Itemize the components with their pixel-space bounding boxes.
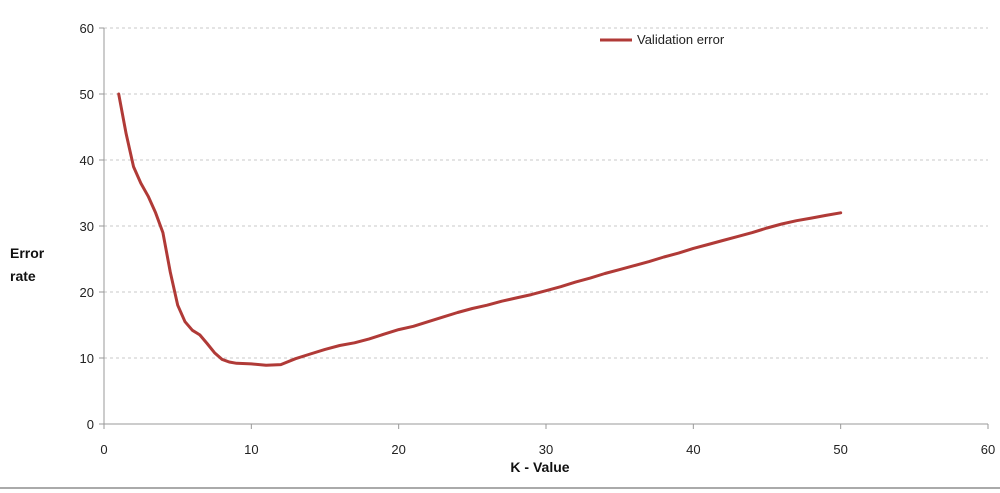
x-tick-label-0: 0	[100, 442, 107, 457]
y-axis-title-line-1: Error	[10, 245, 45, 261]
y-tick-label-20: 20	[80, 285, 94, 300]
x-axis-ticks: 0 10 20 30 40 50 60	[100, 424, 995, 457]
gridlines	[104, 27, 988, 359]
x-tick-label-10: 10	[244, 442, 258, 457]
x-tick-label-40: 40	[686, 442, 700, 457]
y-axis-title-line-2: rate	[10, 268, 36, 284]
series-layer	[117, 92, 843, 367]
x-tick-label-20: 20	[391, 442, 405, 457]
legend: Validation error	[600, 32, 725, 47]
x-axis-title: K - Value	[510, 459, 569, 475]
y-tick-label-10: 10	[80, 351, 94, 366]
y-tick-label-0: 0	[87, 417, 94, 432]
legend-label-validation-error: Validation error	[637, 32, 725, 47]
x-tick-label-60: 60	[981, 442, 995, 457]
x-tick-label-30: 30	[539, 442, 553, 457]
y-tick-label-50: 50	[80, 87, 94, 102]
y-axis-ticks: 0 10 20 30 40 50 60	[80, 21, 104, 432]
y-tick-label-40: 40	[80, 153, 94, 168]
series-line-validation-error	[117, 92, 843, 367]
x-tick-label-50: 50	[833, 442, 847, 457]
y-tick-label-60: 60	[80, 21, 94, 36]
y-tick-label-30: 30	[80, 219, 94, 234]
